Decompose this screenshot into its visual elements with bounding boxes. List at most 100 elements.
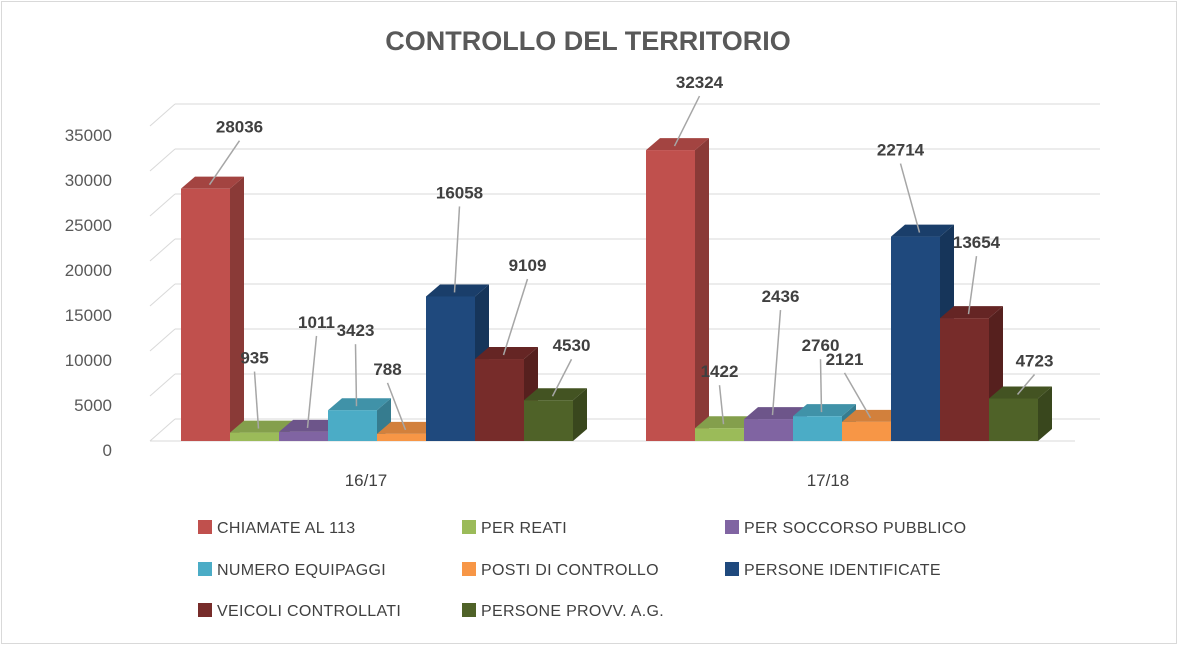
data-label: 28036 [216, 118, 263, 137]
legend-label: CHIAMATE AL 113 [217, 520, 355, 537]
bar-top [279, 419, 342, 432]
leader-line [551, 358, 573, 397]
gridline-depth [149, 373, 176, 397]
bar-top [230, 420, 293, 433]
bar-side [695, 138, 709, 442]
legend-swatch [462, 562, 476, 576]
legend-label: VEICOLI CONTROLLATI [217, 603, 401, 620]
bar-top [842, 409, 905, 422]
leader-line [1016, 374, 1036, 395]
bar [989, 398, 1038, 441]
bar [646, 150, 695, 442]
bar [426, 296, 475, 441]
leader-line [386, 382, 407, 431]
leader-line [306, 335, 318, 428]
leader-line [771, 310, 782, 416]
bar [475, 359, 524, 441]
data-label: 935 [240, 349, 268, 368]
y-tick-label: 10000 [65, 351, 112, 370]
bar [328, 410, 377, 441]
bar-top [524, 388, 587, 401]
leader-line [354, 344, 358, 407]
y-axis: 0 5000 10000 15000 20000 25000 30000 35000 [65, 126, 112, 460]
x-axis: 16/17 17/18 [345, 471, 850, 490]
x-category-label: 16/17 [345, 471, 388, 490]
bar [891, 236, 940, 441]
data-label: 4723 [1016, 351, 1054, 370]
bar [279, 431, 328, 441]
legend-label: NUMERO EQUIPAGGI [217, 562, 386, 579]
bar-side [1038, 386, 1052, 441]
label-leader-lines [208, 95, 1036, 431]
leader-line [453, 206, 461, 293]
legend-label: PER REATI [481, 520, 567, 537]
legend-label: PERSONE IDENTIFICATE [744, 562, 941, 579]
legend-swatch [725, 562, 739, 576]
gridline-depth [149, 148, 176, 172]
leader-line [253, 371, 260, 429]
bar [181, 188, 230, 441]
data-label: 1422 [701, 362, 739, 381]
data-label: 3423 [337, 321, 375, 340]
bar-top [377, 421, 440, 434]
y-tick-label: 5000 [74, 396, 112, 415]
bars [181, 138, 1052, 442]
data-label: 22714 [877, 141, 925, 160]
bar-top [744, 407, 807, 420]
bar-top [989, 386, 1052, 399]
data-label: 788 [373, 360, 401, 379]
bar-top [181, 176, 244, 189]
gridline-depth [149, 238, 176, 262]
y-tick-label: 30000 [65, 171, 112, 190]
legend-swatch [198, 562, 212, 576]
y-tick-label: 0 [103, 441, 112, 460]
leader-line [967, 256, 978, 315]
legend-swatch [462, 520, 476, 534]
data-label: 9109 [509, 256, 547, 275]
data-label: 2121 [826, 350, 864, 369]
leader-line [502, 278, 529, 356]
data-label: 4530 [553, 336, 591, 355]
legend-swatch [198, 603, 212, 617]
bar-top [940, 306, 1003, 319]
y-tick-label: 35000 [65, 126, 112, 145]
legend-swatch [198, 520, 212, 534]
legend-label: POSTI DI CONTROLLO [481, 562, 659, 579]
leader-line [843, 372, 872, 419]
bar-top [695, 416, 758, 429]
gridline-depth [149, 283, 176, 307]
bar [744, 419, 793, 441]
bar-top [328, 398, 391, 411]
gridline-depth [149, 328, 176, 352]
data-label: 16058 [436, 183, 483, 202]
bar-top [475, 347, 538, 360]
legend-label: PERSONE PROVV. A.G. [481, 603, 664, 620]
leader-line [718, 385, 725, 425]
bar-top [891, 224, 954, 237]
legend: CHIAMATE AL 113 PER REATI PER SOCCORSO PUB… [198, 520, 966, 620]
gridline-depth [149, 103, 176, 127]
gridline-depth [149, 193, 176, 217]
y-tick-label: 25000 [65, 216, 112, 235]
bar [842, 421, 891, 441]
legend-swatch [725, 520, 739, 534]
gridline-depth [149, 418, 176, 442]
bar [940, 318, 989, 441]
data-labels: 28036 32324 935 1422 1011 2436 3423 2760 788 2121… [216, 73, 1054, 381]
bar [695, 428, 744, 441]
x-category-label: 17/18 [807, 471, 850, 490]
data-label: 32324 [676, 73, 724, 92]
leader-line [673, 95, 701, 147]
leader-line [208, 140, 241, 186]
legend-label: PER SOCCORSO PUBBLICO [744, 520, 966, 537]
bar-side [230, 176, 244, 441]
bar [377, 433, 426, 441]
data-label: 1011 [298, 313, 335, 332]
leader-line [819, 359, 823, 413]
bar-side [573, 388, 587, 441]
data-label: 2760 [802, 336, 840, 355]
data-label: 13654 [953, 233, 1001, 252]
y-tick-label: 20000 [65, 261, 112, 280]
bar [230, 432, 279, 441]
